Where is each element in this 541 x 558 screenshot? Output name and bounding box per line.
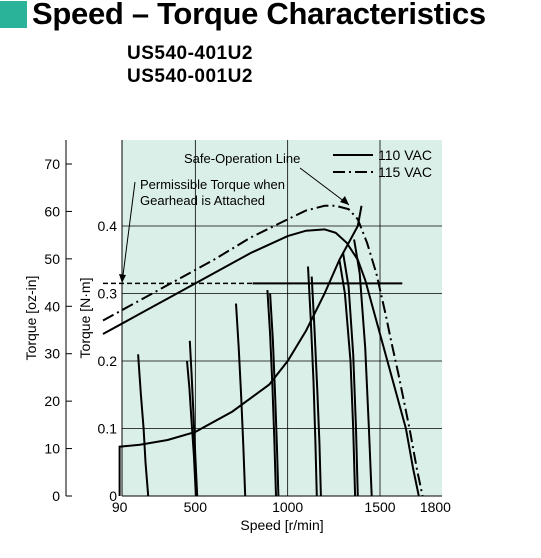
annotation-arrow-line-1 — [299, 167, 350, 206]
x-tick-label-0: 90 — [112, 499, 128, 515]
page-title: Speed – Torque Characteristics — [32, 0, 486, 31]
model-number-2: US540-001U2 — [127, 66, 253, 87]
annotation-arrowhead-2 — [119, 274, 126, 283]
speed-control-line-6 — [307, 266, 318, 497]
x-axis-title: Speed [r/min] — [240, 517, 323, 533]
oz-tick-label-0: 0 — [52, 488, 60, 504]
plot-area — [122, 140, 442, 496]
speed-control-line-2 — [188, 340, 199, 497]
annotation-permissible-torque: Permissible Torque when Gearhead is Attac… — [140, 177, 285, 208]
x-tick-label-3: 1500 — [364, 499, 395, 515]
speed-control-line-0 — [137, 354, 150, 497]
y-tick-label-1: 0.1 — [98, 421, 118, 437]
speed-control-line-5 — [269, 293, 280, 497]
y-axis-title-nm: Torque [N·m] — [77, 278, 93, 359]
x-tick-label-2: 1000 — [272, 499, 303, 515]
annotation-permissible-torque-line-2: Gearhead is Attached — [140, 193, 265, 208]
title-accent-square — [0, 1, 27, 28]
y-axis-title-ozin: Torque [oz-in] — [23, 276, 39, 361]
y-tick-label-2: 0.2 — [98, 353, 118, 369]
legend-label-1: 115 VAC — [378, 164, 432, 180]
annotation-arrow-line-2 — [121, 181, 136, 284]
series-line-1 — [102, 228, 420, 497]
series-layer — [102, 204, 424, 497]
speed-control-line-1 — [186, 360, 197, 497]
model-number-1: US540-401U2 — [127, 43, 253, 64]
oz-tick-label-1: 10 — [44, 441, 60, 457]
oz-tick-label-6: 60 — [44, 203, 60, 219]
oz-tick-label-7: 70 — [44, 156, 60, 172]
legend-label-0: 110 VAC — [378, 147, 432, 163]
oz-tick-label-4: 40 — [44, 298, 60, 314]
y-tick-label-3: 0.3 — [98, 286, 118, 302]
oz-tick-label-5: 50 — [44, 251, 60, 267]
annotations: Safe-Operation Line Permissible Torque wh… — [119, 151, 350, 284]
annotation-arrowhead-1 — [340, 196, 349, 205]
grid-lines — [122, 140, 442, 496]
speed-control-line-3 — [235, 303, 247, 497]
speed-control-line-9 — [342, 252, 359, 497]
series-line-2 — [118, 205, 363, 496]
speed-control-line-7 — [310, 276, 322, 497]
axes — [65, 140, 442, 497]
annotation-permissible-torque-line-1: Permissible Torque when — [140, 177, 285, 192]
oz-tick-label-3: 30 — [44, 346, 60, 362]
y-tick-label-4: 0.4 — [98, 218, 118, 234]
x-tick-label-1: 500 — [184, 499, 208, 515]
speed-control-line-8 — [338, 259, 357, 497]
tick-labels: 90 500 1000 1500 1800 0 0.1 0.2 0.3 0.4 0 10 20 30 40 5… — [44, 156, 451, 515]
y-tick-label-0: 0 — [109, 488, 117, 504]
annotation-safe-operation-line: Safe-Operation Line — [184, 151, 300, 166]
speed-control-line-4 — [266, 290, 277, 497]
x-tick-label-4: 1800 — [420, 499, 451, 515]
oz-tick-label-2: 20 — [44, 393, 60, 409]
series-line-0 — [102, 204, 424, 497]
